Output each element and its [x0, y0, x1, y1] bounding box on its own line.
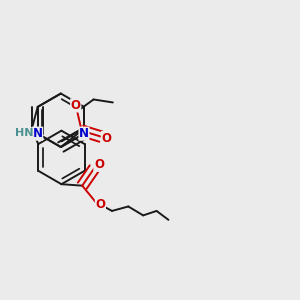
Text: O: O [95, 199, 105, 212]
Text: HN: HN [15, 128, 34, 138]
Text: O: O [71, 99, 81, 112]
Text: O: O [101, 132, 111, 145]
Text: O: O [94, 158, 104, 171]
Text: N: N [33, 127, 43, 140]
Text: N: N [79, 127, 89, 140]
